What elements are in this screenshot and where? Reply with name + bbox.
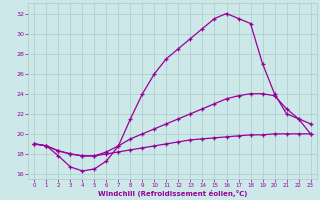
X-axis label: Windchill (Refroidissement éolien,°C): Windchill (Refroidissement éolien,°C) (98, 190, 247, 197)
